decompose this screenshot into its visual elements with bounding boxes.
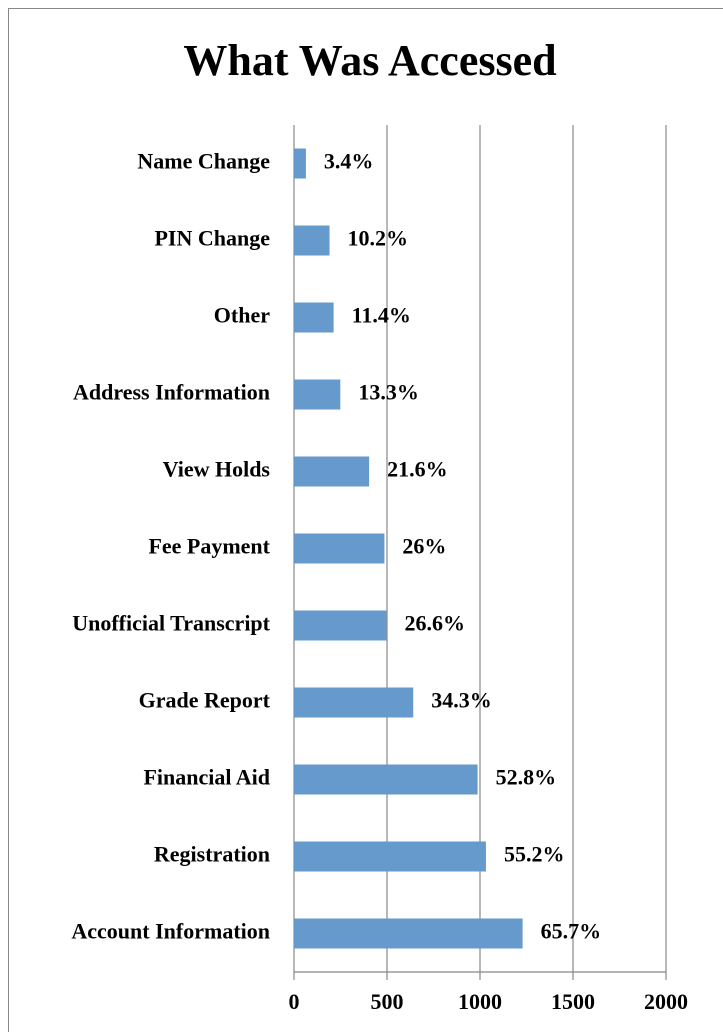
- bar: [294, 225, 330, 256]
- value-label: 65.7%: [541, 919, 602, 944]
- bar: [294, 533, 385, 564]
- y-tick-label: Grade Report: [139, 688, 271, 713]
- y-tick-label: View Holds: [163, 457, 271, 482]
- bar: [294, 379, 341, 410]
- y-tick-label: Name Change: [137, 149, 270, 174]
- y-tick-label: Unofficial Transcript: [72, 611, 270, 636]
- value-label: 26%: [402, 534, 446, 559]
- value-label: 26.6%: [404, 611, 465, 636]
- bar: [294, 764, 478, 795]
- y-tick-label: Other: [214, 303, 270, 328]
- x-tick-label: 2000: [644, 989, 688, 1014]
- value-label: 10.2%: [348, 226, 409, 251]
- y-tick-label: Address Information: [73, 380, 270, 405]
- bar: [294, 148, 306, 179]
- y-tick-label: Fee Payment: [148, 534, 270, 559]
- bar: [294, 456, 370, 487]
- chart-border: [8, 8, 723, 1032]
- y-tick-label: Financial Aid: [143, 765, 270, 790]
- bar: [294, 610, 387, 641]
- x-tick-label: 1000: [458, 989, 502, 1014]
- y-tick-label: PIN Change: [154, 226, 270, 251]
- bar: [294, 687, 414, 718]
- value-label: 21.6%: [387, 457, 448, 482]
- value-label: 11.4%: [352, 303, 411, 328]
- bar: [294, 918, 523, 949]
- chart-title: What Was Accessed: [183, 36, 556, 85]
- value-label: 34.3%: [431, 688, 492, 713]
- y-tick-label: Registration: [154, 842, 270, 867]
- value-label: 55.2%: [504, 842, 565, 867]
- y-tick-label: Account Information: [71, 919, 270, 944]
- bar: [294, 841, 486, 872]
- value-label: 52.8%: [496, 765, 557, 790]
- bar: [294, 302, 334, 333]
- x-tick-label: 500: [371, 989, 404, 1014]
- x-tick-label: 1500: [551, 989, 595, 1014]
- value-label: 13.3%: [358, 380, 419, 405]
- value-label: 3.4%: [324, 149, 374, 174]
- x-tick-label: 0: [289, 989, 300, 1014]
